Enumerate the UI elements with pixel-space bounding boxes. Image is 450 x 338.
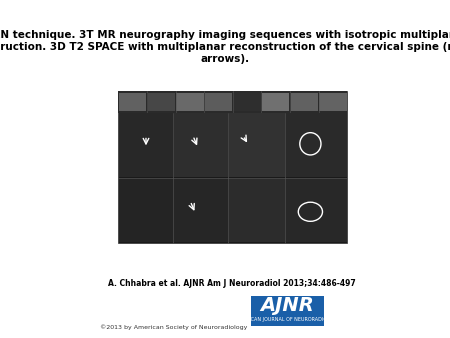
Text: AJNR: AJNR	[261, 296, 314, 315]
FancyBboxPatch shape	[291, 93, 318, 111]
FancyBboxPatch shape	[229, 178, 285, 242]
FancyBboxPatch shape	[286, 178, 346, 242]
FancyBboxPatch shape	[118, 91, 347, 113]
FancyBboxPatch shape	[262, 93, 289, 111]
FancyBboxPatch shape	[176, 93, 204, 111]
FancyBboxPatch shape	[119, 113, 173, 177]
FancyBboxPatch shape	[205, 93, 232, 111]
Text: A. Chhabra et al. AJNR Am J Neuroradiol 2013;34:486-497: A. Chhabra et al. AJNR Am J Neuroradiol …	[108, 279, 356, 288]
FancyBboxPatch shape	[229, 113, 285, 177]
FancyBboxPatch shape	[286, 113, 346, 177]
Text: MRN technique. 3T MR neurography imaging sequences with isotropic multiplanar
re: MRN technique. 3T MR neurography imaging…	[0, 30, 450, 64]
FancyBboxPatch shape	[118, 91, 347, 243]
FancyBboxPatch shape	[119, 178, 173, 242]
FancyBboxPatch shape	[119, 93, 147, 111]
FancyBboxPatch shape	[174, 113, 228, 177]
FancyBboxPatch shape	[319, 93, 347, 111]
FancyBboxPatch shape	[251, 296, 324, 326]
FancyBboxPatch shape	[233, 93, 261, 111]
Text: ©2013 by American Society of Neuroradiology: ©2013 by American Society of Neuroradiol…	[100, 324, 248, 330]
FancyBboxPatch shape	[148, 93, 175, 111]
FancyBboxPatch shape	[174, 178, 228, 242]
Text: AMERICAN JOURNAL OF NEURORADIOLOGY: AMERICAN JOURNAL OF NEURORADIOLOGY	[235, 317, 340, 322]
